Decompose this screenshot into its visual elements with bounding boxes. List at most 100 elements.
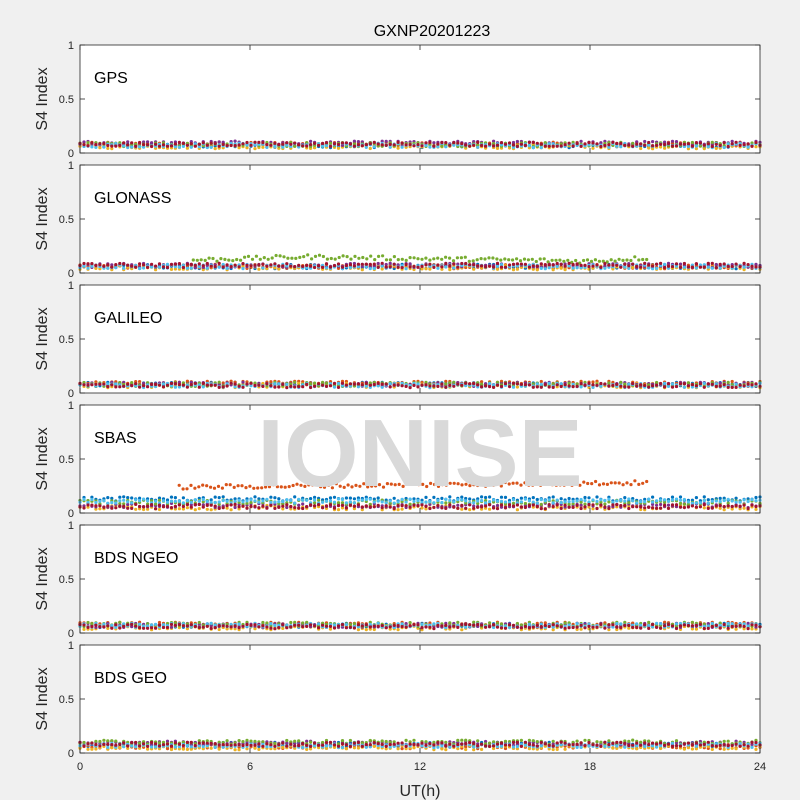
series-point [655,266,659,270]
series-point [317,253,322,257]
series-point [372,266,376,271]
series-point [321,383,325,387]
series-point [754,495,758,500]
series-point [321,254,325,259]
series-point [197,265,201,269]
series-point [631,505,635,509]
series-point [579,144,583,148]
series-point [617,257,621,261]
series-point [106,496,110,500]
series-point [645,257,649,262]
series-point [392,383,396,387]
series-point [102,499,106,503]
series-point [670,498,675,502]
series-point [352,139,356,143]
series-point [154,268,158,272]
series-point [587,496,591,500]
series-point [253,495,257,499]
series-point [232,485,236,489]
series-point [134,144,138,148]
series-point [476,264,480,268]
series-point [177,262,181,266]
series-point [563,264,567,268]
series-point [261,266,265,270]
series-point [480,143,484,148]
series-point [547,144,551,148]
series-point [173,262,177,266]
series-point [82,506,86,510]
series-point [229,508,233,512]
series-point [452,141,456,145]
series-point [597,259,602,263]
series-point [488,382,492,386]
series-point [229,143,233,148]
series-point [114,142,118,146]
series-point [629,483,633,487]
series-point [503,382,508,386]
series-point [309,139,313,143]
series-point [261,141,265,145]
series-point [488,385,492,389]
series-point [670,382,675,386]
series-point [185,143,189,147]
series-point [364,143,368,147]
series-point [742,506,746,510]
series-point [510,258,515,262]
series-point [523,262,528,266]
series-point [309,143,313,147]
series-point [484,265,488,269]
series-point [146,499,150,503]
series-point [611,140,615,144]
series-point [209,500,213,504]
series-point [706,265,710,269]
series-point [710,261,714,265]
series-point [444,382,448,386]
series-point [364,145,368,149]
panel-label: GPS [94,70,128,87]
series-point [440,382,444,386]
series-point [365,257,369,261]
series-point [492,144,496,148]
series-point [177,265,181,269]
series-point [213,142,217,146]
series-point [460,142,464,146]
series-point [559,506,563,510]
series-point [285,386,289,390]
series-point [282,255,286,259]
panel-label: SBAS [94,430,137,447]
series-point [714,142,718,146]
series-point [460,261,464,266]
series-point [169,381,174,385]
series-point [233,505,237,510]
series-point [154,146,158,150]
series-point [726,264,730,268]
series-point [593,258,598,262]
series-point [225,499,229,503]
y-tick-label: 0 [68,148,74,160]
series-point [515,382,520,386]
series-point [750,264,754,268]
series-point [94,504,98,508]
series-point [539,379,543,384]
series-point [583,502,587,506]
series-point [621,258,625,262]
series-point [324,262,329,266]
series-point [281,264,285,268]
series-point [352,142,356,146]
series-point [476,140,480,144]
series-point [714,504,718,508]
series-point [221,385,225,389]
series-point [396,508,400,512]
series-point [324,381,329,385]
series-point [448,256,452,260]
series-point [408,143,412,147]
y-axis-title: S4 Index [34,307,51,370]
series-point [595,495,599,499]
series-point [269,384,273,388]
series-point [236,484,240,488]
series-point [261,384,265,388]
series-point [254,254,258,258]
series-point [639,500,643,504]
series-point [177,145,181,149]
